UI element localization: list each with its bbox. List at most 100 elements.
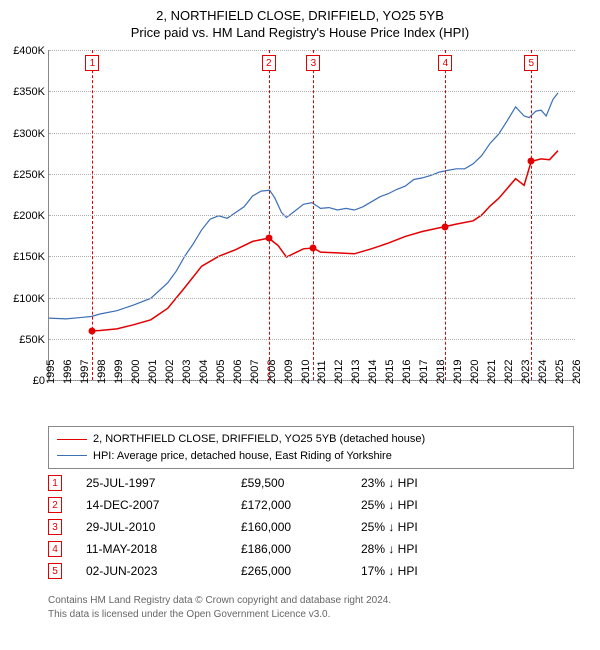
legend-label-hpi: HPI: Average price, detached house, East… [93,448,392,465]
x-axis-label: 2020 [469,360,481,384]
table-row: 3 29-JUL-2010£160,00025% ↓ HPI [48,516,574,538]
price-paid-line [92,151,558,331]
x-axis-label: 2001 [147,360,159,384]
x-axis-label: 2011 [316,360,328,384]
y-axis-label: £250K [13,169,49,181]
y-gridline: £200K [49,215,575,216]
row-marker-box: 1 [48,475,62,491]
x-axis-label: 2022 [503,360,515,384]
x-axis-label: 2014 [367,360,379,384]
sale-marker-box: 3 [306,55,320,71]
x-axis-label: 2019 [452,360,464,384]
legend-swatch-price-paid [57,439,87,440]
y-axis-label: £150K [13,251,49,263]
y-axis-label: £300K [13,128,49,140]
sale-vline [445,50,446,380]
y-gridline: £250K [49,174,575,175]
x-axis-label: 2002 [164,360,176,384]
y-axis-label: £350K [13,86,49,98]
footer-line-1: Contains HM Land Registry data © Crown c… [48,594,574,608]
x-axis-label: 2026 [571,360,583,384]
x-axis-label: 1998 [96,360,108,384]
row-delta: 17% ↓ HPI [361,564,574,578]
title-line-1: 2, NORTHFIELD CLOSE, DRIFFIELD, YO25 5YB [0,8,600,25]
x-axis-label: 2021 [486,360,498,384]
row-price: £172,000 [241,498,361,512]
table-row: 4 11-MAY-2018£186,00028% ↓ HPI [48,538,574,560]
sale-dot [310,245,317,252]
sale-vline [269,50,270,380]
row-price: £59,500 [241,476,361,490]
y-axis-label: £100K [13,293,49,305]
y-axis-label: £200K [13,210,49,222]
row-delta: 28% ↓ HPI [361,542,574,556]
row-date: 29-JUL-2010 [86,520,241,534]
row-marker-box: 2 [48,497,62,513]
y-gridline: £400K [49,50,575,51]
sale-vline [531,50,532,380]
row-price: £160,000 [241,520,361,534]
x-axis-label: 2000 [130,360,142,384]
x-axis-label: 1996 [62,360,74,384]
sale-marker-box: 2 [262,55,276,71]
row-date: 11-MAY-2018 [86,542,241,556]
x-axis-label: 2025 [554,360,566,384]
y-gridline: £50K [49,339,575,340]
row-marker-box: 5 [48,563,62,579]
row-date: 02-JUN-2023 [86,564,241,578]
x-axis-label: 2008 [266,360,278,384]
y-axis-label: £400K [13,45,49,57]
sale-vline [313,50,314,380]
y-gridline: £300K [49,133,575,134]
row-date: 25-JUL-1997 [86,476,241,490]
y-gridline: £150K [49,256,575,257]
y-axis-label: £50K [19,334,49,346]
row-price: £186,000 [241,542,361,556]
legend-label-price-paid: 2, NORTHFIELD CLOSE, DRIFFIELD, YO25 5YB… [93,431,425,448]
legend-item-hpi: HPI: Average price, detached house, East… [57,448,565,465]
x-axis-label: 2017 [418,360,430,384]
hpi-line [49,93,558,319]
x-axis-label: 1997 [79,360,91,384]
row-delta: 25% ↓ HPI [361,498,574,512]
sale-dot [528,158,535,165]
row-delta: 25% ↓ HPI [361,520,574,534]
sale-dot [265,235,272,242]
sale-marker-box: 4 [438,55,452,71]
legend: 2, NORTHFIELD CLOSE, DRIFFIELD, YO25 5YB… [48,426,574,469]
x-axis-label: 2003 [181,360,193,384]
y-gridline: £350K [49,91,575,92]
x-axis-label: 2015 [384,360,396,384]
table-row: 2 14-DEC-2007£172,00025% ↓ HPI [48,494,574,516]
legend-swatch-hpi [57,455,87,456]
row-date: 14-DEC-2007 [86,498,241,512]
x-axis-label: 2005 [215,360,227,384]
row-marker-box: 3 [48,519,62,535]
table-row: 1 25-JUL-1997£59,50023% ↓ HPI [48,472,574,494]
title-line-2: Price paid vs. HM Land Registry's House … [0,25,600,42]
row-delta: 23% ↓ HPI [361,476,574,490]
x-axis-label: 2009 [283,360,295,384]
x-axis-label: 2016 [401,360,413,384]
x-axis-label: 2024 [537,360,549,384]
sale-marker-box: 5 [524,55,538,71]
price-chart: £0£50K£100K£150K£200K£250K£300K£350K£400… [48,50,575,381]
y-gridline: £100K [49,298,575,299]
chart-title: 2, NORTHFIELD CLOSE, DRIFFIELD, YO25 5YB… [0,0,600,42]
footer: Contains HM Land Registry data © Crown c… [48,594,574,621]
sale-marker-box: 1 [85,55,99,71]
footer-line-2: This data is licensed under the Open Gov… [48,608,574,622]
table-row: 5 02-JUN-2023£265,00017% ↓ HPI [48,560,574,582]
x-axis-label: 1999 [113,360,125,384]
sale-dot [442,223,449,230]
x-axis-label: 2006 [232,360,244,384]
x-axis-label: 2012 [333,360,345,384]
row-price: £265,000 [241,564,361,578]
x-axis-label: 2004 [198,360,210,384]
sale-dot [89,327,96,334]
x-axis-label: 1995 [45,360,57,384]
row-marker-box: 4 [48,541,62,557]
x-axis-label: 2010 [300,360,312,384]
x-axis-label: 2007 [249,360,261,384]
legend-item-price-paid: 2, NORTHFIELD CLOSE, DRIFFIELD, YO25 5YB… [57,431,565,448]
